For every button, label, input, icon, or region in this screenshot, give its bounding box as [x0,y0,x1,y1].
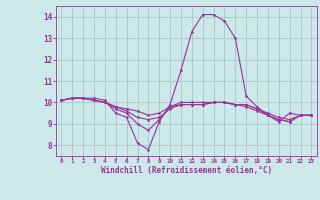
X-axis label: Windchill (Refroidissement éolien,°C): Windchill (Refroidissement éolien,°C) [101,166,272,175]
